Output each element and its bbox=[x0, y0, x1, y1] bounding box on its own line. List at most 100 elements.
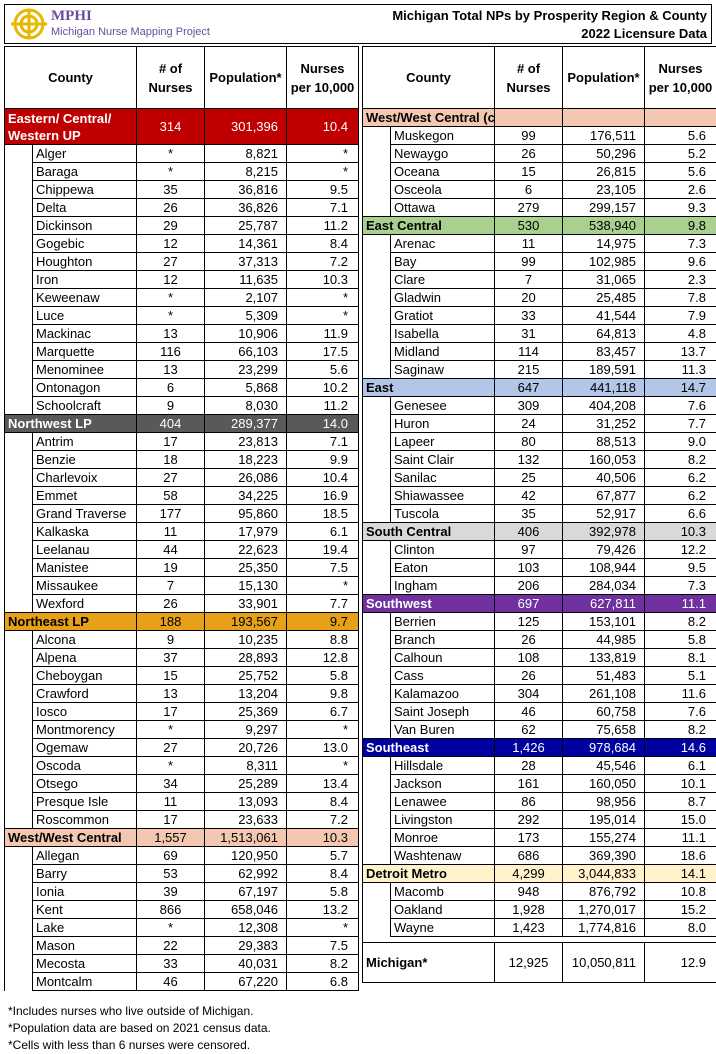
county-rate: 9.9 bbox=[287, 451, 359, 469]
county-name: Houghton bbox=[33, 253, 137, 271]
indent-cell bbox=[5, 883, 33, 901]
county-nurses: 866 bbox=[137, 901, 205, 919]
county-name: Ontonagon bbox=[33, 379, 137, 397]
county-name: Eaton bbox=[391, 559, 495, 577]
indent-cell bbox=[5, 397, 33, 415]
report-header: MPHI Michigan Nurse Mapping Project Mich… bbox=[4, 4, 712, 44]
county-nurses: 161 bbox=[495, 775, 563, 793]
county-nurses: 33 bbox=[137, 955, 205, 973]
county-nurses: 948 bbox=[495, 883, 563, 901]
indent-cell bbox=[363, 181, 391, 199]
indent-cell bbox=[5, 919, 33, 937]
county-population: 29,383 bbox=[205, 937, 287, 955]
county-nurses: 125 bbox=[495, 613, 563, 631]
county-row: Alger*8,821* bbox=[5, 145, 359, 163]
indent-cell bbox=[363, 757, 391, 775]
county-name: Montcalm bbox=[33, 973, 137, 991]
county-rate: 9.5 bbox=[645, 559, 716, 577]
county-rate: 7.7 bbox=[287, 595, 359, 613]
indent-cell bbox=[5, 289, 33, 307]
county-rate: 11.6 bbox=[645, 685, 716, 703]
county-rate: 9.5 bbox=[287, 181, 359, 199]
region-population: 978,684 bbox=[563, 739, 645, 757]
county-name: Presque Isle bbox=[33, 793, 137, 811]
county-row: Baraga*8,215* bbox=[5, 163, 359, 181]
county-population: 34,225 bbox=[205, 487, 287, 505]
county-population: 8,030 bbox=[205, 397, 287, 415]
county-rate: 13.4 bbox=[287, 775, 359, 793]
county-name: Wexford bbox=[33, 595, 137, 613]
county-nurses: 25 bbox=[495, 469, 563, 487]
county-nurses: 304 bbox=[495, 685, 563, 703]
county-name: Van Buren bbox=[391, 721, 495, 739]
county-rate: 10.4 bbox=[287, 469, 359, 487]
region-population: 3,044,833 bbox=[563, 865, 645, 883]
region-nurses: 188 bbox=[137, 613, 205, 631]
indent-cell bbox=[5, 793, 33, 811]
county-nurses: 132 bbox=[495, 451, 563, 469]
county-population: 284,034 bbox=[563, 577, 645, 595]
county-rate: 7.7 bbox=[645, 415, 716, 433]
county-rate: 6.6 bbox=[645, 505, 716, 523]
county-population: 25,485 bbox=[563, 289, 645, 307]
indent-cell bbox=[5, 739, 33, 757]
county-nurses: 20 bbox=[495, 289, 563, 307]
county-name: Kent bbox=[33, 901, 137, 919]
indent-cell bbox=[5, 955, 33, 973]
indent-cell bbox=[363, 577, 391, 595]
indent-cell bbox=[363, 919, 391, 937]
county-rate: 16.9 bbox=[287, 487, 359, 505]
region-name: Eastern/ Central/ Western UP bbox=[5, 109, 137, 145]
indent-cell bbox=[363, 469, 391, 487]
county-rate: 8.4 bbox=[287, 865, 359, 883]
county-rate: 6.2 bbox=[645, 469, 716, 487]
county-rate: 2.3 bbox=[645, 271, 716, 289]
region-nurses: 647 bbox=[495, 379, 563, 397]
county-name: Berrien bbox=[391, 613, 495, 631]
county-rate: 18.5 bbox=[287, 505, 359, 523]
county-nurses: 177 bbox=[137, 505, 205, 523]
column-header-population: Population* bbox=[205, 47, 287, 109]
indent-cell bbox=[363, 289, 391, 307]
county-population: 160,053 bbox=[563, 451, 645, 469]
county-rate: 8.7 bbox=[645, 793, 716, 811]
county-nurses: 114 bbox=[495, 343, 563, 361]
indent-cell bbox=[363, 685, 391, 703]
county-name: Midland bbox=[391, 343, 495, 361]
county-rate: 11.9 bbox=[287, 325, 359, 343]
indent-cell bbox=[5, 433, 33, 451]
county-population: 95,860 bbox=[205, 505, 287, 523]
county-nurses: * bbox=[137, 721, 205, 739]
indent-cell bbox=[5, 559, 33, 577]
region-rate bbox=[645, 109, 716, 127]
county-name: Gratiot bbox=[391, 307, 495, 325]
county-population: 404,208 bbox=[563, 397, 645, 415]
county-rate: 7.6 bbox=[645, 397, 716, 415]
county-name: Branch bbox=[391, 631, 495, 649]
county-rate: * bbox=[287, 919, 359, 937]
county-population: 153,101 bbox=[563, 613, 645, 631]
indent-cell bbox=[363, 667, 391, 685]
county-nurses: * bbox=[137, 307, 205, 325]
indent-cell bbox=[5, 217, 33, 235]
county-nurses: 37 bbox=[137, 649, 205, 667]
indent-cell bbox=[5, 199, 33, 217]
county-population: 8,215 bbox=[205, 163, 287, 181]
county-population: 98,956 bbox=[563, 793, 645, 811]
county-row: Keweenaw*2,107* bbox=[5, 289, 359, 307]
region-nurses bbox=[495, 109, 563, 127]
